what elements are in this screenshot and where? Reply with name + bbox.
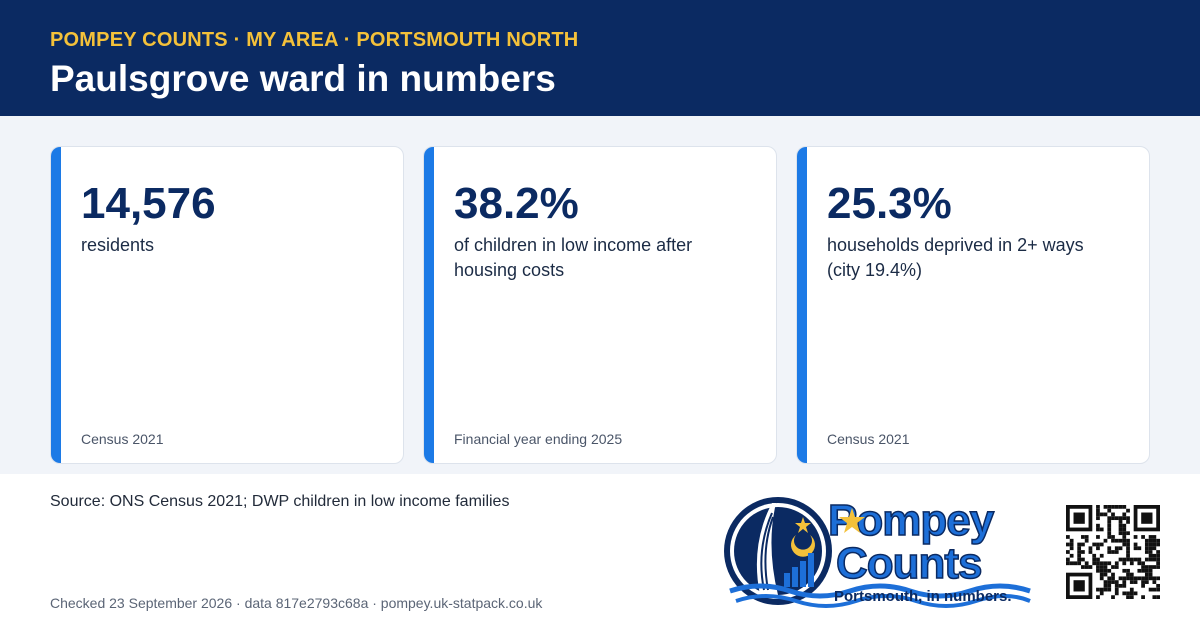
card-accent-bar (424, 147, 434, 463)
qr-code-icon[interactable] (1066, 505, 1160, 599)
checked-footer: Checked 23 September 2026 · data 817e279… (50, 595, 543, 611)
star-icon (839, 508, 865, 533)
logo-tagline: Portsmouth, in numbers. (834, 588, 1012, 605)
stat-source-note: Census 2021 (81, 431, 164, 447)
header-banner: POMPEY COUNTS · MY AREA · PORTSMOUTH NOR… (0, 0, 1200, 116)
stat-source-note: Census 2021 (827, 431, 910, 447)
stat-description: residents (81, 235, 155, 255)
source-note: Source: ONS Census 2021; DWP children in… (50, 493, 510, 510)
stat-value: 14,576 (81, 179, 216, 228)
spinnaker-tower-logo-icon (724, 497, 1031, 608)
page-title: Paulsgrove ward in numbers (50, 58, 556, 99)
stat-card-residents: 14,576 residents Census 2021 (50, 146, 404, 464)
stat-source-note: Financial year ending 2025 (454, 431, 623, 447)
stat-card-deprivation: 25.3% households deprived in 2+ ways (ci… (796, 146, 1150, 464)
card-accent-bar (51, 147, 61, 463)
stat-card-child-poverty: 38.2% of children in low income after ho… (423, 146, 777, 464)
breadcrumb: POMPEY COUNTS · MY AREA · PORTSMOUTH NOR… (50, 29, 579, 51)
stat-description: of children in low income after housing … (454, 235, 693, 280)
logo-word-counts: Counts (835, 539, 983, 589)
stat-value: 38.2% (454, 179, 579, 228)
stat-description: households deprived in 2+ ways (city 19.… (827, 235, 1084, 280)
card-accent-bar (797, 147, 807, 463)
stat-value: 25.3% (827, 179, 952, 228)
